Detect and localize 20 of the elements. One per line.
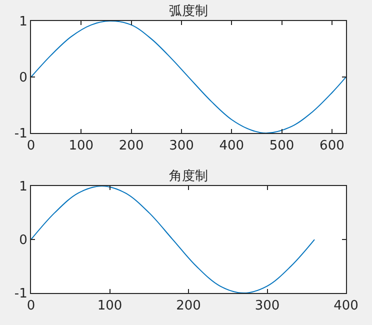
y-tick-label: 1 [19,14,28,30]
y-tick-label: 0 [19,233,28,248]
line-series [31,186,315,293]
y-tick-label: 1 [19,180,28,195]
line-series [31,21,346,134]
chart-title: 角度制 [169,168,208,184]
y-tick-label: -1 [14,126,28,142]
x-tick-label: 200 [176,298,201,314]
x-tick-label: 400 [219,138,244,154]
x-tick-label: 300 [254,298,280,314]
x-tick-label: 100 [97,298,122,314]
x-tick-label: 600 [320,138,344,154]
y-tick-label: -1 [14,286,28,302]
x-tick-label: 300 [169,138,194,154]
x-tick-label: 100 [68,138,94,154]
chart-title: 弧度制 [169,3,208,19]
x-tick-label: 500 [269,138,294,154]
y-tick-label: 0 [19,70,28,86]
x-tick-label: 400 [334,298,358,314]
x-tick-label: 200 [118,138,144,154]
